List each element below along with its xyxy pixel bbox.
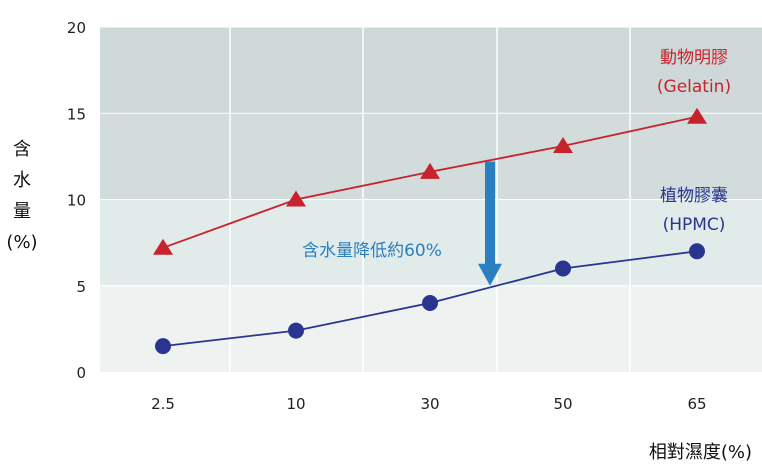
data-point-circle: [689, 243, 705, 260]
background-band: [100, 199, 762, 286]
x-axis-title: 相對濕度(%): [649, 442, 752, 463]
legend-hpmc-sub: (HPMC): [663, 215, 726, 235]
data-point-circle: [555, 260, 571, 277]
y-axis-title: 含 水 量 (%): [6, 139, 37, 253]
y-axis-title-line: 量: [13, 201, 31, 222]
data-point-triangle: [286, 190, 306, 207]
data-point-triangle: [153, 238, 173, 255]
arrow-head: [478, 263, 502, 286]
reduction-arrow: [478, 161, 502, 286]
legend-gelatin-name: 動物明膠: [660, 48, 728, 68]
background-band: [100, 27, 762, 114]
x-axis-ticks: 2.5 10 30 50 65: [151, 395, 706, 413]
annotation-text: 含水量降低約60%: [302, 241, 442, 261]
y-tick-label: 5: [76, 278, 86, 296]
background-band: [100, 113, 762, 200]
series-group: [153, 107, 707, 355]
legend-hpmc-name: 植物膠囊: [660, 186, 728, 206]
data-point-circle: [155, 338, 171, 355]
x-tick-label: 2.5: [151, 395, 175, 413]
arrow-shaft: [485, 161, 495, 266]
x-tick-label: 30: [420, 395, 439, 413]
x-tick-label: 65: [687, 395, 706, 413]
y-axis-title-line: 含: [13, 139, 31, 160]
grid-lines: [100, 26, 762, 372]
y-tick-label: 0: [76, 364, 86, 382]
legend-gelatin-sub: (Gelatin): [657, 77, 731, 97]
data-point-circle: [288, 322, 304, 339]
y-axis-ticks: 0 5 10 15 20: [67, 19, 86, 382]
data-point-triangle: [553, 137, 573, 154]
y-tick-label: 10: [67, 192, 86, 210]
y-axis-title-line: (%): [6, 232, 37, 253]
x-tick-label: 10: [286, 395, 305, 413]
y-tick-label: 15: [67, 105, 86, 123]
x-tick-label: 50: [553, 395, 572, 413]
data-point-triangle: [420, 162, 440, 179]
y-tick-label: 20: [67, 19, 86, 37]
data-point-triangle: [687, 107, 707, 124]
y-axis-title-line: 水: [13, 170, 31, 191]
data-point-circle: [422, 295, 438, 311]
